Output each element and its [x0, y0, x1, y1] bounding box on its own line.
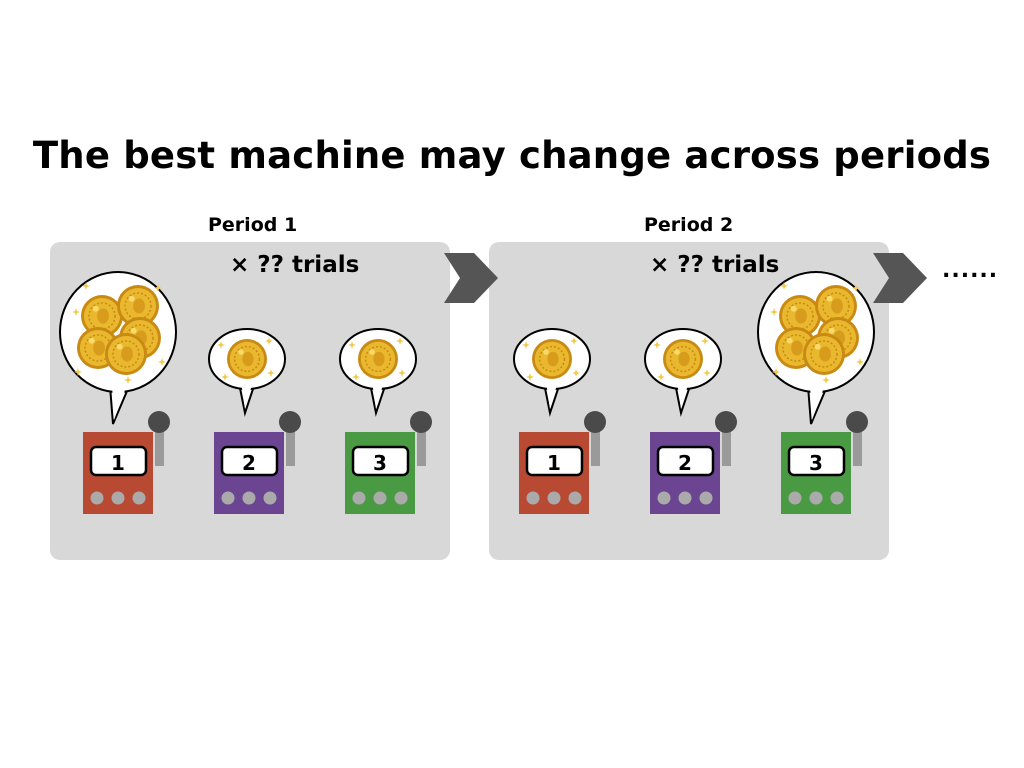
machine-button-icon — [90, 491, 104, 505]
machine-button-icon — [263, 491, 277, 505]
sparkle-icon — [217, 341, 225, 349]
sparkle-icon — [780, 282, 788, 290]
sparkle-icon — [657, 373, 665, 381]
coin-icon — [117, 285, 159, 327]
slide-title: The best machine may change across perio… — [32, 134, 992, 177]
lever-icon — [417, 430, 426, 466]
next-period-arrow-icon — [444, 253, 498, 303]
coin-icon — [105, 333, 147, 375]
sparkle-icon — [154, 284, 162, 292]
period-1-trials: × ?? trials — [230, 252, 360, 278]
machine-button-icon — [678, 491, 692, 505]
sparkle-icon — [572, 369, 580, 377]
machine-button-icon — [526, 491, 540, 505]
machine-button-icon — [788, 491, 802, 505]
machine-button-icon — [699, 491, 713, 505]
period-1-label: Period 1 — [208, 214, 298, 236]
sparkle-icon — [570, 337, 578, 345]
coin-icon — [358, 339, 398, 379]
lever-icon — [155, 430, 164, 466]
sparkle-icon — [124, 376, 132, 384]
sparkle-icon — [701, 337, 709, 345]
slot-machine-1: 1 — [83, 411, 170, 514]
sparkle-icon — [82, 282, 90, 290]
machine-button-icon — [111, 491, 125, 505]
machine-number: 1 — [547, 451, 561, 475]
machine-button-icon — [568, 491, 582, 505]
sparkle-icon — [770, 308, 778, 316]
period-2-trials: × ?? trials — [650, 252, 780, 278]
next-period-arrow-icon — [873, 253, 927, 303]
sparkle-icon — [822, 376, 830, 384]
lever-icon — [722, 430, 731, 466]
sparkle-icon — [856, 358, 864, 366]
sparkle-icon — [74, 368, 82, 376]
machine-number: 2 — [242, 451, 256, 475]
sparkle-icon — [265, 337, 273, 345]
sparkle-icon — [72, 308, 80, 316]
sparkle-icon — [526, 373, 534, 381]
sparkle-icon — [522, 341, 530, 349]
sparkle-icon — [348, 341, 356, 349]
machine-number: 1 — [111, 451, 125, 475]
small-reward-bubble — [208, 328, 286, 417]
period-2-label: Period 2 — [644, 214, 734, 236]
machine-button-icon — [657, 491, 671, 505]
sparkle-icon — [221, 373, 229, 381]
machine-button-icon — [809, 491, 823, 505]
coin-icon — [227, 339, 267, 379]
coin-icon — [532, 339, 572, 379]
sparkle-icon — [352, 373, 360, 381]
sparkle-icon — [396, 337, 404, 345]
coin-icon — [803, 333, 845, 375]
machine-number: 3 — [373, 451, 387, 475]
coin-icon — [81, 295, 123, 337]
machine-button-icon — [352, 491, 366, 505]
small-reward-bubble — [339, 328, 417, 417]
big-reward-bubble — [757, 271, 875, 425]
sparkle-icon — [703, 369, 711, 377]
small-reward-bubble — [513, 328, 591, 417]
machine-number: 2 — [678, 451, 692, 475]
machine-button-icon — [373, 491, 387, 505]
lever-icon — [286, 430, 295, 466]
continuation-ellipsis: ...... — [942, 258, 999, 283]
coin-icon — [663, 339, 703, 379]
coin-icon — [815, 285, 857, 327]
sparkle-icon — [398, 369, 406, 377]
machine-button-icon — [221, 491, 235, 505]
slot-machine-1: 1 — [519, 411, 606, 514]
coin-icon — [779, 295, 821, 337]
slot-machine-2: 2 — [650, 411, 737, 514]
sparkle-icon — [267, 369, 275, 377]
machine-button-icon — [242, 491, 256, 505]
small-reward-bubble — [644, 328, 722, 417]
machine-button-icon — [830, 491, 844, 505]
machine-number: 3 — [809, 451, 823, 475]
machine-button-icon — [394, 491, 408, 505]
slot-machine-3: 3 — [781, 411, 868, 514]
machine-button-icon — [132, 491, 146, 505]
slot-machine-3: 3 — [345, 411, 432, 514]
sparkle-icon — [653, 341, 661, 349]
sparkle-icon — [852, 284, 860, 292]
lever-icon — [853, 430, 862, 466]
slot-machine-2: 2 — [214, 411, 301, 514]
sparkle-icon — [158, 358, 166, 366]
lever-icon — [591, 430, 600, 466]
machine-button-icon — [547, 491, 561, 505]
big-reward-bubble — [59, 271, 177, 425]
sparkle-icon — [772, 368, 780, 376]
